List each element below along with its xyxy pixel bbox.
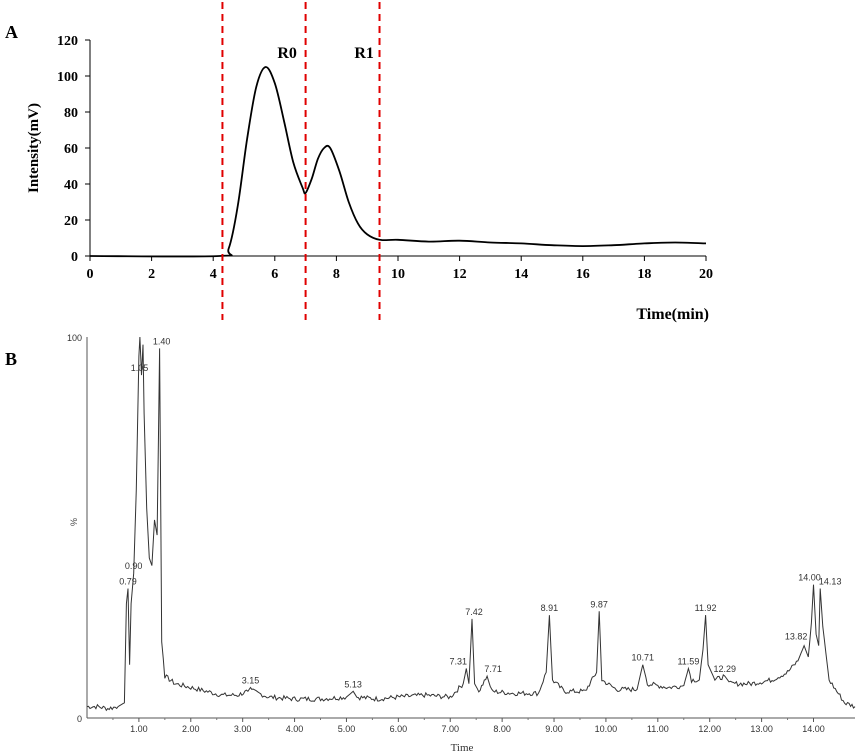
- peak-label: 14.00: [798, 573, 821, 583]
- panel-a-y-tick-label: 80: [64, 106, 78, 121]
- peak-label: 14.13: [819, 577, 842, 587]
- panel-a-x-tick-label: 4: [210, 267, 217, 282]
- panel-a-y-tick-label: 40: [64, 178, 78, 193]
- panel-b-x-tick-label: 9.00: [545, 724, 563, 734]
- panel-b-x-tick-label: 11.00: [647, 724, 669, 734]
- peak-label: 1.05: [131, 363, 149, 373]
- panel-b-x-tick-label: 3.00: [234, 724, 252, 734]
- panel-b-x-tick-label: 7.00: [441, 724, 459, 734]
- panel-a-y-tick-label: 100: [57, 70, 78, 85]
- panel-b-x-tick-label: 6.00: [390, 724, 408, 734]
- panel-b-x-tick-label: 8.00: [493, 724, 511, 734]
- panel-a-x-tick-label: 20: [699, 267, 713, 282]
- panel-a-x-tick-label: 0: [87, 267, 94, 282]
- panel-a-x-axis-title: Time(min): [636, 306, 709, 323]
- peak-label: 11.59: [677, 657, 699, 667]
- panel-b-x-tick-label: 12.00: [698, 724, 721, 734]
- panel-a-x-tick-label: 6: [271, 267, 278, 282]
- peak-label: 3.15: [242, 676, 260, 686]
- panel-a-chromatogram-line: [89, 66, 707, 258]
- panel-b-ticks: 1.00 2.00 3.00 4.00 5.00 6.00 7.00 8.00 9.00 10.0…: [67, 333, 825, 734]
- panel-b: B % Time 1.00 2.00 3.00 4.00 5.00 6.00 7.00 8.0…: [5, 333, 856, 754]
- peak-label: 13.82: [785, 632, 808, 642]
- panel-a-x-tick-label: 18: [637, 267, 651, 282]
- panel-a-x-tick-label: 14: [514, 267, 528, 282]
- panel-a-label: A: [5, 22, 18, 42]
- panel-a-y-tick-label: 0: [71, 250, 78, 265]
- peak-label: 12.29: [714, 664, 737, 674]
- peak-label: 8.91: [541, 603, 559, 613]
- panel-a-x-tick-label: 10: [391, 267, 405, 282]
- peak-label: 11.92: [695, 603, 717, 613]
- panel-a-y-tick-label: 60: [64, 142, 78, 157]
- panel-b-y-tick-label: 100: [67, 333, 82, 343]
- peak-label: 0.90: [125, 561, 143, 571]
- peak-label: 10.71: [632, 653, 655, 663]
- panel-a-x-tick-label: 8: [333, 267, 340, 282]
- peak-label: 9.87: [590, 599, 608, 609]
- panel-a: A Intensity(mV) Time(min) 0 2 4 6 8 10 12 14 16 1…: [5, 2, 713, 323]
- peak-label: 7.31: [450, 657, 468, 667]
- panel-b-y-axis-title: %: [69, 518, 79, 526]
- panel-b-x-tick-label: 4.00: [286, 724, 304, 734]
- peak-label: 5.13: [344, 679, 362, 689]
- panel-a-x-tick-label: 16: [576, 267, 590, 282]
- panel-b-x-tick-label: 5.00: [338, 724, 356, 734]
- peak-label: 7.71: [484, 664, 502, 674]
- panel-a-y-tick-label: 20: [64, 214, 78, 229]
- panel-b-y-tick-label: 0: [77, 714, 82, 724]
- panel-b-peak-labels: 0.79 0.90 1.05 1.40 3.15 5.13 7.31 7.42 7.71 8.91…: [119, 336, 841, 689]
- region-label-r0: R0: [277, 45, 297, 62]
- panel-b-x-tick-label: 13.00: [750, 724, 773, 734]
- panel-b-x-tick-label: 2.00: [182, 724, 200, 734]
- panel-a-x-tick-label: 2: [148, 267, 155, 282]
- panel-a-ticks: 0 2 4 6 8 10 12 14 16 18 20 0 20 40 60 80 100 120: [57, 34, 713, 282]
- panel-b-x-tick-label: 1.00: [130, 724, 148, 734]
- panel-a-y-tick-label: 120: [57, 34, 78, 49]
- panel-b-chromatogram-line: [86, 336, 856, 712]
- peak-label: 0.79: [119, 577, 137, 587]
- peak-label: 1.40: [153, 336, 171, 346]
- panel-b-x-tick-label: 10.00: [595, 724, 618, 734]
- panel-b-x-axis-title: Time: [451, 742, 474, 754]
- peak-label: 7.42: [465, 607, 483, 617]
- panel-a-y-axis-title: Intensity(mV): [26, 103, 42, 193]
- panel-a-x-tick-label: 12: [453, 267, 467, 282]
- panel-b-label: B: [5, 349, 17, 369]
- region-label-r1: R1: [354, 45, 374, 62]
- panel-a-region-dividers: [221, 2, 381, 320]
- panel-b-x-tick-label: 14.00: [802, 724, 825, 734]
